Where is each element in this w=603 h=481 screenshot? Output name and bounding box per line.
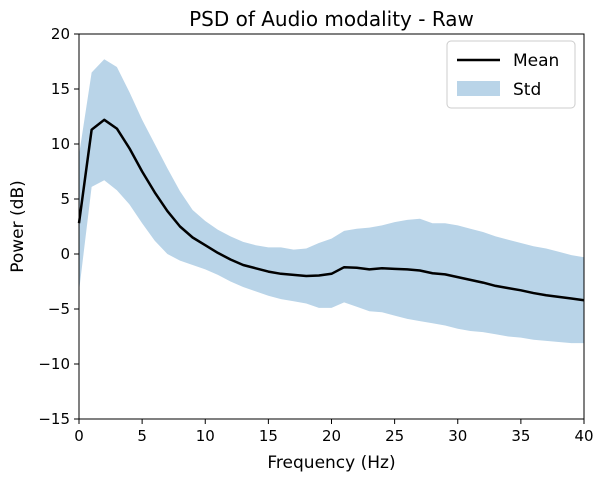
x-tick-label: 35 bbox=[511, 427, 530, 445]
x-axis-ticks: 0 5 10 15 20 25 30 35 40 bbox=[74, 419, 594, 445]
y-axis-label: Power (dB) bbox=[8, 180, 28, 273]
legend: Mean Std bbox=[446, 40, 576, 109]
y-tick-label: −5 bbox=[48, 300, 70, 318]
x-tick-label: 0 bbox=[74, 427, 84, 445]
x-tick-label: 10 bbox=[196, 427, 215, 445]
legend-mean-label: Mean bbox=[513, 51, 559, 71]
y-tick-label: −15 bbox=[38, 410, 70, 428]
y-tick-label: 15 bbox=[51, 80, 70, 98]
y-tick-label: 20 bbox=[51, 25, 70, 43]
chart-title: PSD of Audio modality - Raw bbox=[189, 7, 474, 31]
x-tick-label: 25 bbox=[385, 427, 404, 445]
y-tick-label: 10 bbox=[51, 135, 70, 153]
mean-line bbox=[77, 118, 585, 302]
x-tick-label: 40 bbox=[574, 427, 593, 445]
y-tick-label: −10 bbox=[38, 355, 70, 373]
y-tick-label: 0 bbox=[60, 245, 70, 263]
std-band bbox=[79, 59, 584, 344]
y-axis-ticks: 20 15 10 5 0 −5 −10 −15 bbox=[38, 25, 79, 428]
std-band-layer bbox=[79, 59, 584, 344]
x-axis-label: Frequency (Hz) bbox=[267, 453, 395, 473]
x-tick-label: 20 bbox=[322, 427, 341, 445]
legend-std-label: Std bbox=[513, 80, 541, 100]
y-tick-label: 5 bbox=[60, 190, 70, 208]
x-tick-label: 5 bbox=[137, 427, 147, 445]
x-tick-label: 15 bbox=[259, 427, 278, 445]
mean-line-layer bbox=[77, 118, 585, 302]
legend-std-swatch bbox=[457, 81, 500, 96]
x-tick-label: 30 bbox=[448, 427, 467, 445]
